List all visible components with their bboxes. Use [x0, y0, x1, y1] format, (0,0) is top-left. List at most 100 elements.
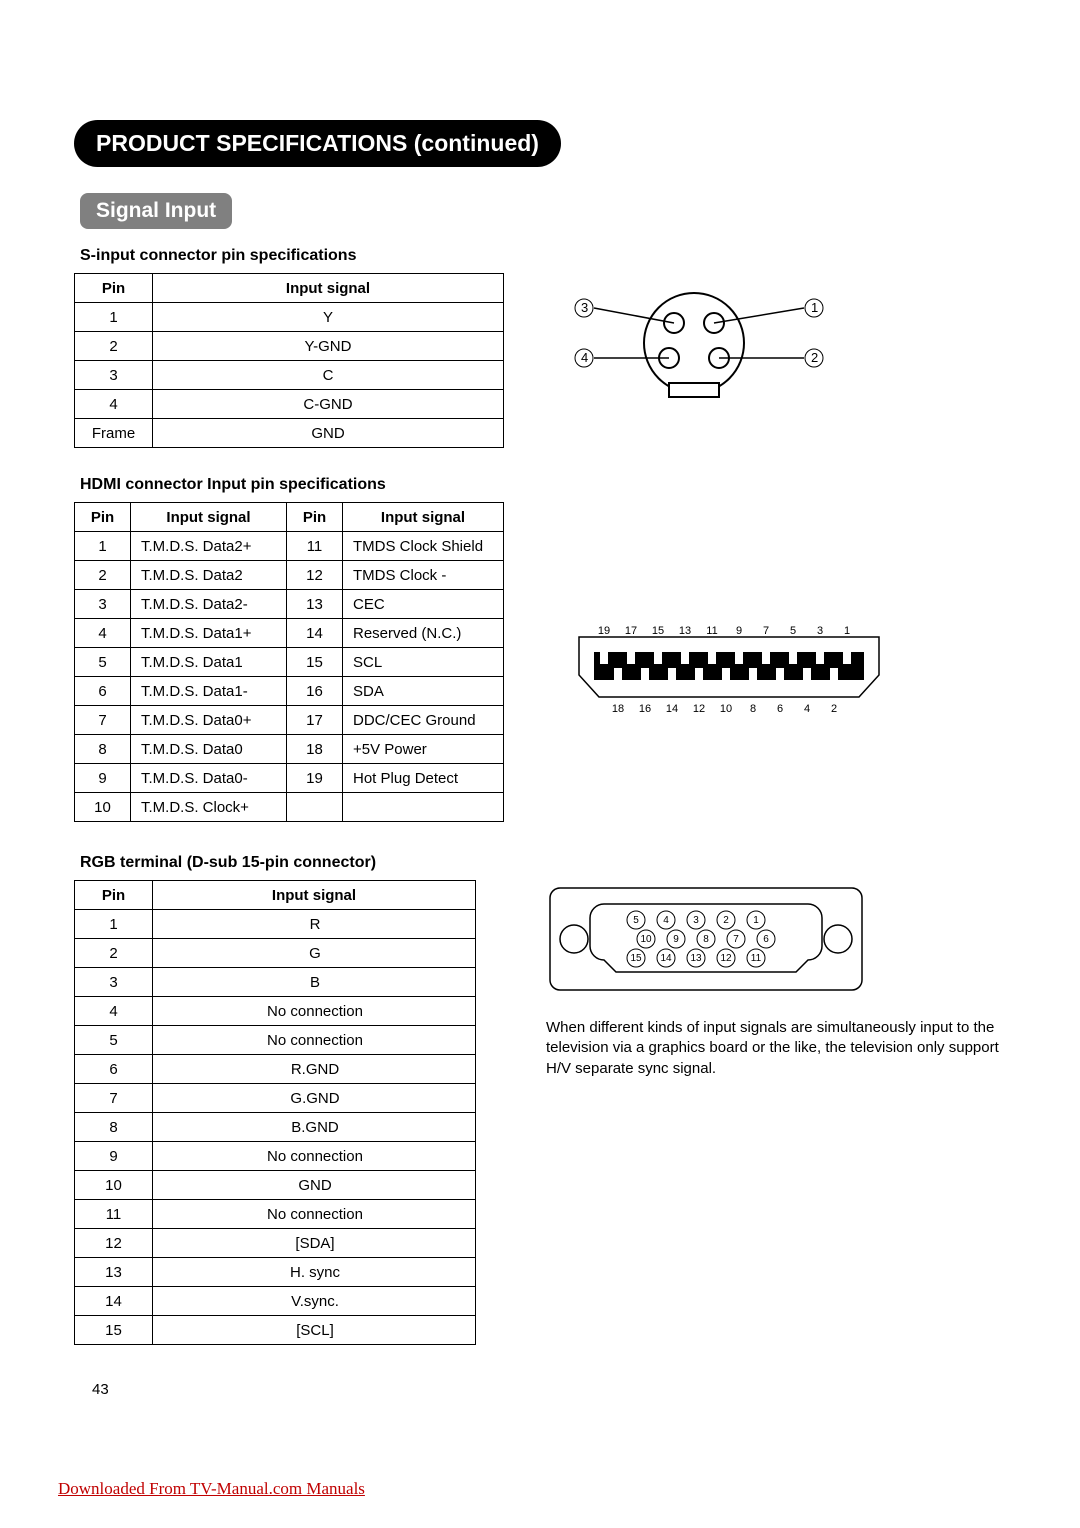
table-row: 4T.M.D.S. Data1+14Reserved (N.C.): [75, 619, 504, 648]
table-row: 10T.M.D.S. Clock+: [75, 793, 504, 822]
table-row: 7T.M.D.S. Data0+17DDC/CEC Ground: [75, 706, 504, 735]
pin-label: 2: [723, 915, 729, 926]
pin-label: 18: [612, 703, 624, 715]
cell: G.GND: [153, 1084, 476, 1113]
cell: 6: [75, 677, 131, 706]
cell: [SCL]: [153, 1316, 476, 1345]
cell: 15: [287, 648, 343, 677]
cell: No connection: [153, 1026, 476, 1055]
cell: 18: [287, 735, 343, 764]
cell: T.M.D.S. Data1-: [131, 677, 287, 706]
cell: 4: [75, 390, 153, 419]
pin-label: 6: [763, 934, 769, 945]
cell: 14: [75, 1287, 153, 1316]
cell: Frame: [75, 419, 153, 448]
hdmi-diagram: 191715131197531 18161412108642: [574, 502, 884, 726]
cell: 2: [75, 561, 131, 590]
cell: T.M.D.S. Data0-: [131, 764, 287, 793]
hdmi-col-3: Input signal: [343, 503, 504, 532]
cell: 7: [75, 1084, 153, 1113]
cell: 10: [75, 793, 131, 822]
table-row: 2Y-GND: [75, 332, 504, 361]
pin-label: 10: [640, 934, 652, 945]
cell: 1: [75, 303, 153, 332]
cell: CEC: [343, 590, 504, 619]
table-row: 14V.sync.: [75, 1287, 476, 1316]
pin-label: 3: [693, 915, 699, 926]
footer-link[interactable]: Downloaded From TV-Manual.com Manuals: [58, 1479, 365, 1499]
cell: T.M.D.S. Data0+: [131, 706, 287, 735]
rgb-heading: RGB terminal (D-sub 15-pin connector): [80, 854, 1006, 872]
table-row: 3T.M.D.S. Data2-13CEC: [75, 590, 504, 619]
cell: 1: [75, 910, 153, 939]
table-row: 8T.M.D.S. Data018+5V Power: [75, 735, 504, 764]
cell: 7: [75, 706, 131, 735]
rgb-col-0: Pin: [75, 881, 153, 910]
rgb-table: Pin Input signal 1R2G3B4No connection5No…: [74, 880, 476, 1345]
pin-label: 2: [831, 703, 837, 715]
cell: 5: [75, 648, 131, 677]
cell: 14: [287, 619, 343, 648]
table-row: 13H. sync: [75, 1258, 476, 1287]
cell: 9: [75, 1142, 153, 1171]
pin-label: 19: [598, 625, 610, 637]
cell: 4: [75, 619, 131, 648]
pin-label: 1: [844, 625, 850, 637]
page-title: PRODUCT SPECIFICATIONS (continued): [96, 130, 539, 156]
pin-label: 7: [763, 625, 769, 637]
table-row: FrameGND: [75, 419, 504, 448]
rgb-right: 543211098761514131211 When different kin…: [546, 880, 1006, 1079]
cell: SCL: [343, 648, 504, 677]
cell: No connection: [153, 1142, 476, 1171]
pin-label: 8: [703, 934, 709, 945]
pin-label: 10: [720, 703, 732, 715]
pin-label: 13: [679, 625, 691, 637]
cell: C: [153, 361, 504, 390]
pin-label: 4: [663, 915, 669, 926]
table-row: 15[SCL]: [75, 1316, 476, 1345]
cell: R: [153, 910, 476, 939]
cell: 19: [287, 764, 343, 793]
section-title: Signal Input: [96, 199, 216, 222]
cell: [287, 793, 343, 822]
cell: 12: [287, 561, 343, 590]
cell: B: [153, 968, 476, 997]
rgb-note: When different kinds of input signals ar…: [546, 1018, 1006, 1079]
cell: [SDA]: [153, 1229, 476, 1258]
cell: 1: [75, 532, 131, 561]
cell: 5: [75, 1026, 153, 1055]
table-row: 5No connection: [75, 1026, 476, 1055]
table-row: 3C: [75, 361, 504, 390]
cell: V.sync.: [153, 1287, 476, 1316]
sinput-col-pin: Pin: [75, 274, 153, 303]
cell: Reserved (N.C.): [343, 619, 504, 648]
table-row: 6T.M.D.S. Data1-16SDA: [75, 677, 504, 706]
pin-label: 17: [625, 625, 637, 637]
page-number: 43: [92, 1381, 109, 1398]
dsub-connector-icon: 543211098761514131211: [546, 880, 866, 1000]
sinput-table: Pin Input signal 1Y 2Y-GND 3C 4C-GND Fra…: [74, 273, 504, 448]
callout-3: 3: [581, 300, 588, 315]
cell: 15: [75, 1316, 153, 1345]
cell: 8: [75, 735, 131, 764]
hdmi-col-1: Input signal: [131, 503, 287, 532]
pin-label: 14: [660, 953, 672, 964]
cell: Hot Plug Detect: [343, 764, 504, 793]
pin-label: 14: [666, 703, 678, 715]
pin-label: 4: [804, 703, 810, 715]
cell: T.M.D.S. Data2+: [131, 532, 287, 561]
cell: R.GND: [153, 1055, 476, 1084]
page-title-pill: PRODUCT SPECIFICATIONS (continued): [74, 120, 561, 167]
cell: 16: [287, 677, 343, 706]
table-row: 3B: [75, 968, 476, 997]
table-row: 12[SDA]: [75, 1229, 476, 1258]
cell: 2: [75, 332, 153, 361]
cell: B.GND: [153, 1113, 476, 1142]
cell: 12: [75, 1229, 153, 1258]
table-row: 9No connection: [75, 1142, 476, 1171]
cell: DDC/CEC Ground: [343, 706, 504, 735]
table-row: 1Y: [75, 303, 504, 332]
table-row: 1R: [75, 910, 476, 939]
cell: H. sync: [153, 1258, 476, 1287]
cell: 3: [75, 590, 131, 619]
